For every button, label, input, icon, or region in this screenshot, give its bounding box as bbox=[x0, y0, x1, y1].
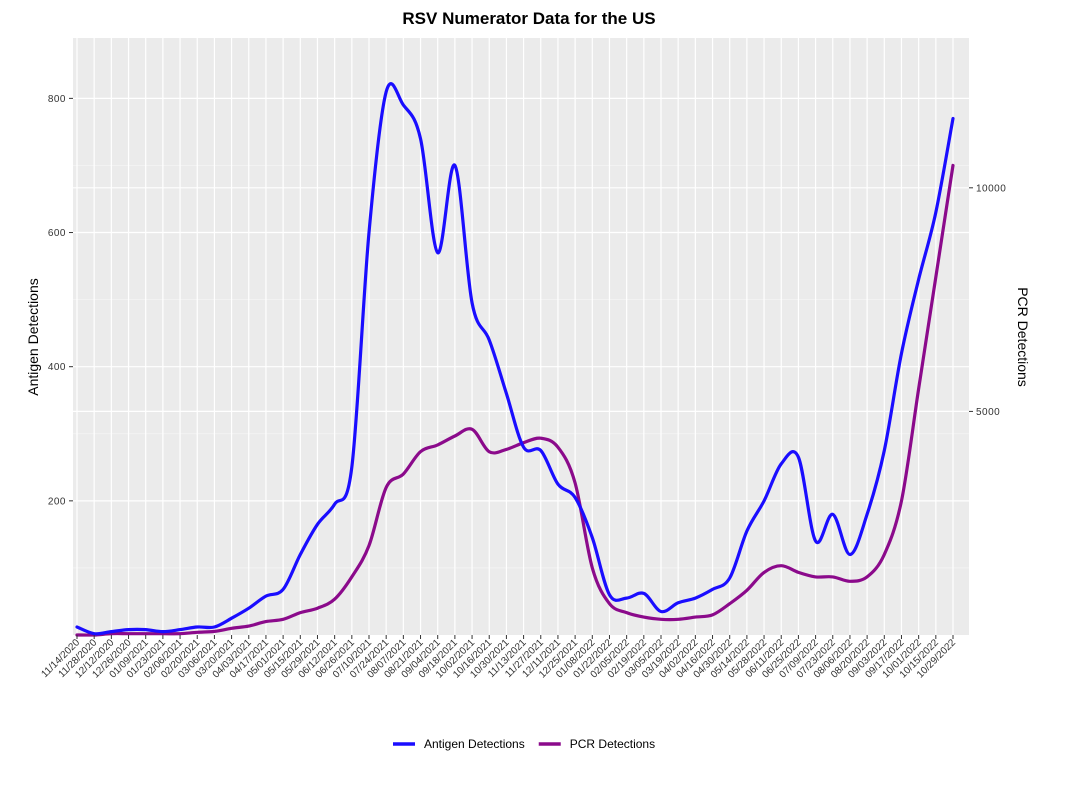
chart-title: RSV Numerator Data for the US bbox=[402, 9, 655, 28]
x-axis-ticks: 11/14/202011/28/202012/12/202012/26/2020… bbox=[39, 635, 958, 681]
y2-tick-label: 10000 bbox=[976, 183, 1006, 194]
y2-axis-title: PCR Detections bbox=[1015, 287, 1031, 387]
y-tick-label: 800 bbox=[48, 94, 66, 105]
grid-lines bbox=[73, 38, 969, 635]
y2-tick-label: 5000 bbox=[976, 407, 1000, 418]
legend-label-antigen-detections: Antigen Detections bbox=[424, 737, 525, 751]
y-axis-title: Antigen Detections bbox=[25, 278, 41, 396]
series-line-antigen-detections bbox=[75, 82, 955, 636]
y-tick-label: 600 bbox=[48, 228, 66, 239]
legend: Antigen Detections PCR Detections bbox=[393, 737, 655, 751]
y-axis-ticks: 200 400 600 800 bbox=[48, 94, 73, 507]
series-lines bbox=[75, 82, 955, 637]
legend-label-pcr-detections: PCR Detections bbox=[570, 737, 655, 751]
y-tick-label: 400 bbox=[48, 362, 66, 373]
y2-axis-ticks: 5000 10000 bbox=[969, 183, 1006, 418]
series-line-pcr-detections bbox=[75, 163, 955, 637]
y-tick-label: 200 bbox=[48, 496, 66, 507]
plot-panel bbox=[73, 38, 969, 635]
